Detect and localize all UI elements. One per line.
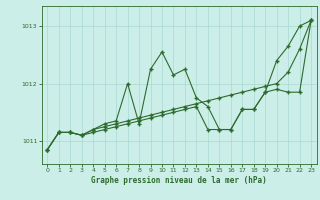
X-axis label: Graphe pression niveau de la mer (hPa): Graphe pression niveau de la mer (hPa)	[91, 176, 267, 185]
